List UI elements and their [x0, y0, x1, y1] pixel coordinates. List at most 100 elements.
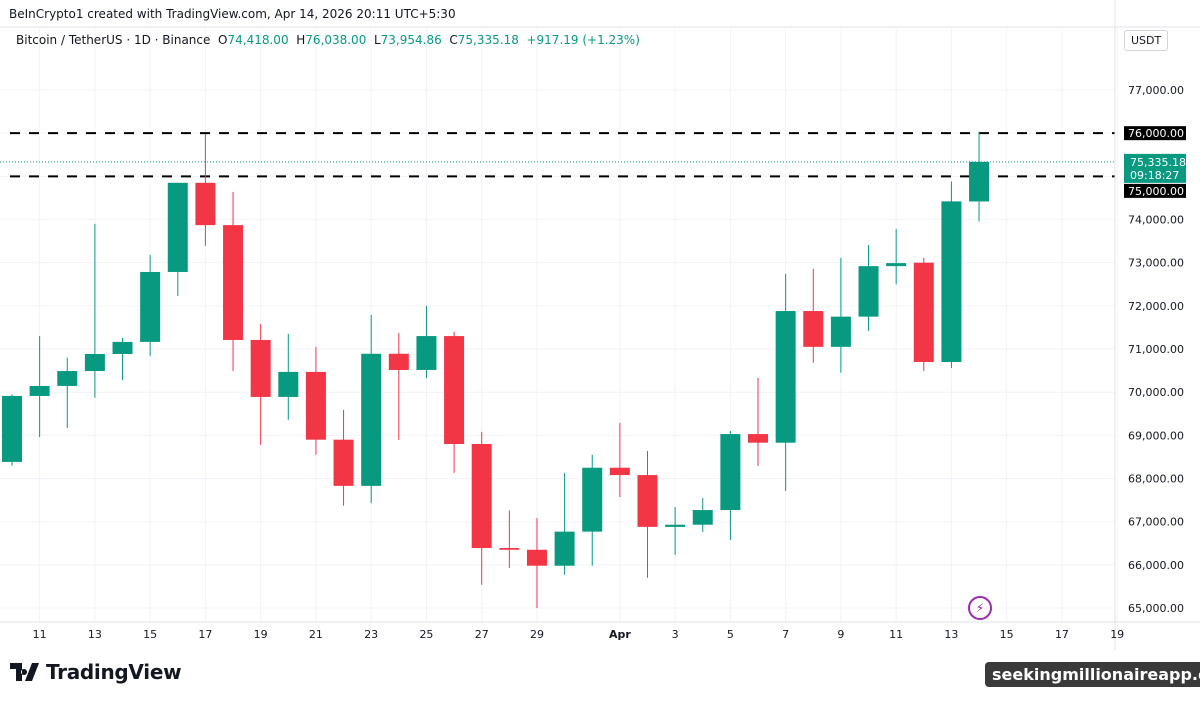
candle — [57, 357, 78, 429]
candle — [2, 394, 22, 466]
time-tick-label: 7 — [782, 628, 789, 641]
candle — [582, 454, 603, 566]
high-label: H — [296, 33, 306, 47]
candle-body — [112, 341, 133, 354]
price-tick-label: 77,000.00 — [1128, 84, 1184, 97]
candle-body — [582, 467, 603, 532]
candle-body — [444, 336, 465, 444]
candle-body — [969, 161, 990, 202]
time-tick-label: 11 — [889, 628, 903, 641]
price-tick-label: 74,000.00 — [1128, 214, 1184, 227]
price-axis[interactable]: 65,000.00 66,000.00 67,000.00 68,000.00 69,0… — [1114, 0, 1184, 650]
level-price-label-bg — [1124, 183, 1186, 198]
candle-body — [84, 353, 105, 372]
last-price-label-bg — [1124, 153, 1186, 183]
candle — [167, 182, 188, 296]
candle-body — [250, 339, 271, 397]
candle — [720, 431, 741, 540]
candle — [609, 422, 630, 498]
candle — [112, 337, 133, 381]
open-label: O — [218, 33, 228, 47]
candle-body — [140, 271, 161, 342]
candle-body — [361, 353, 382, 486]
candle — [223, 191, 244, 372]
candle-body — [526, 549, 547, 566]
candle-body — [554, 531, 575, 566]
change-value: +917.19 (+1.23%) — [526, 33, 640, 47]
chart-credit: BeInCrypto1 created with TradingView.com… — [9, 7, 456, 21]
tradingview-logo-text: TradingView — [46, 660, 182, 684]
candle-body — [167, 182, 188, 272]
candle-body — [195, 182, 216, 226]
candle-body — [29, 385, 50, 396]
price-tick-label: 70,000.00 — [1128, 386, 1184, 399]
currency-unit-button[interactable]: USDT — [1124, 30, 1169, 51]
low-value: 73,954.86 — [380, 33, 442, 47]
candle — [830, 257, 851, 373]
candle — [140, 254, 161, 356]
candle-body — [803, 311, 824, 347]
candle — [913, 257, 934, 372]
price-tick-label: 67,000.00 — [1128, 516, 1184, 529]
price-tick-label: 68,000.00 — [1128, 473, 1184, 486]
candle-body — [886, 263, 907, 267]
candle-body — [388, 353, 409, 370]
candlestick-chart[interactable]: 65,000.00 66,000.00 67,000.00 68,000.00 69,0… — [0, 0, 1200, 650]
price-tick-label: 69,000.00 — [1128, 429, 1184, 442]
time-tick-label: 25 — [419, 628, 433, 641]
candle — [29, 336, 50, 438]
candle-body — [499, 548, 520, 550]
candle-body — [775, 311, 796, 443]
level-price-label: 75,000.00 — [1128, 185, 1184, 198]
candle-body — [913, 262, 934, 362]
horizontal-levels[interactable] — [0, 132, 1115, 178]
candle — [333, 409, 354, 506]
candle — [748, 377, 769, 467]
time-tick-label: 21 — [309, 628, 323, 641]
time-tick-label: 13 — [944, 628, 958, 641]
low-label: L — [373, 33, 381, 47]
candle-body — [609, 467, 630, 476]
time-tick-label: 19 — [254, 628, 268, 641]
time-tick-label: 9 — [837, 628, 844, 641]
watermark: seekingmillionaireapp.com — [985, 662, 1200, 687]
price-tick-label: 66,000.00 — [1128, 559, 1184, 572]
time-tick-label: 15 — [143, 628, 157, 641]
candle-body — [720, 434, 741, 511]
time-axis[interactable]: 11 13 15 17 19 21 23 25 27 29 Apr 3 5 7 9 11 13 15 17 19 — [0, 621, 1200, 641]
time-tick-label: 17 — [1055, 628, 1069, 641]
close-value: 75,335.18 — [457, 33, 519, 47]
tradingview-logo-icon — [10, 663, 39, 681]
candle — [858, 244, 879, 331]
time-tick-label: 3 — [672, 628, 679, 641]
candle — [444, 331, 465, 473]
candle — [526, 517, 547, 609]
candle-body — [941, 201, 962, 362]
candle-body — [637, 475, 658, 527]
candle-body — [748, 434, 769, 443]
candle — [278, 333, 299, 420]
candle — [388, 333, 409, 441]
candle-body — [333, 439, 354, 486]
candle-body — [471, 443, 492, 549]
last-price-label: 75,335.18 — [1130, 156, 1186, 169]
candle-body — [223, 225, 244, 340]
lightning-event-icon[interactable]: ⚡ — [968, 596, 992, 620]
time-tick-label: 15 — [1000, 628, 1014, 641]
candle — [361, 314, 382, 504]
candle-body — [416, 336, 437, 370]
tradingview-logo: TradingView — [10, 660, 182, 684]
open-value: 74,418.00 — [227, 33, 289, 47]
level-price-label-bg — [1124, 126, 1186, 141]
candle-body — [2, 395, 22, 462]
candle — [195, 134, 216, 246]
candle — [499, 510, 520, 568]
candle — [637, 450, 658, 578]
symbol-name[interactable]: Bitcoin / TetherUS · 1D · Binance — [16, 33, 211, 47]
candle — [692, 497, 713, 533]
candle-body — [830, 316, 851, 347]
candle — [775, 273, 796, 492]
candle-body — [305, 371, 326, 440]
candle — [471, 431, 492, 585]
